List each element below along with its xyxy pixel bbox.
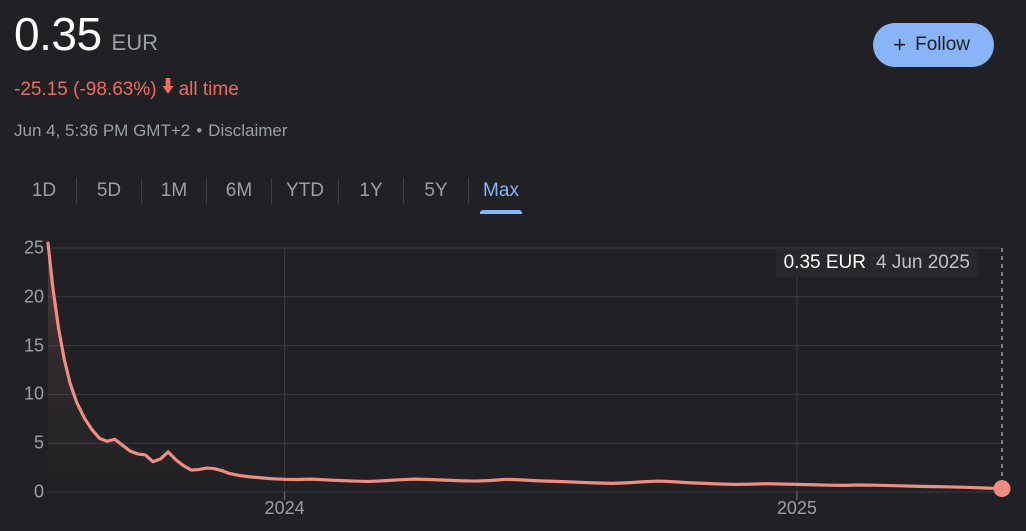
time-range-tabs: 1D 5D 1M 6M YTD 1Y 5Y Max [12, 168, 533, 214]
series-area-fill [48, 243, 1002, 492]
tab-label: Max [483, 180, 519, 201]
tooltip-price: 0.35 EUR [783, 252, 866, 273]
quote-timestamp: Jun 4, 5:36 PM GMT+2 [14, 121, 191, 140]
price-change-row: -25.15 (-98.63%) all time [14, 77, 239, 102]
plus-icon: + [893, 32, 907, 57]
tab-5d[interactable]: 5D [77, 168, 141, 214]
x-axis-tick-label: 2024 [264, 498, 305, 518]
y-axis-tick-label: 25 [23, 237, 44, 258]
tab-divider-wrap [468, 168, 469, 214]
tab-divider-wrap [76, 168, 77, 214]
vertical-gridlines [284, 248, 798, 492]
quote-meta-row: Jun 4, 5:36 PM GMT+2 • Disclaimer [14, 119, 288, 143]
y-axis-tick-label: 5 [33, 432, 44, 453]
tab-max[interactable]: Max [469, 168, 533, 214]
tab-1m[interactable]: 1M [142, 168, 206, 214]
tab-5y[interactable]: 5Y [404, 168, 468, 214]
chart-value-tooltip: 0.35 EUR 4 Jun 2025 [775, 249, 978, 277]
tab-label: YTD [286, 180, 324, 201]
tab-label: 1M [160, 180, 188, 201]
y-axis-tick-label: 0 [33, 481, 44, 502]
tab-divider [141, 178, 142, 204]
tab-divider [338, 178, 339, 204]
x-axis-tick-label: 2025 [776, 498, 817, 518]
tab-active-underline [480, 210, 522, 214]
arrow-down-icon [160, 77, 176, 102]
price-change-period: all time [178, 78, 239, 100]
tab-label: 6M [225, 180, 253, 201]
price-currency: EUR [111, 30, 158, 55]
series-line [46, 241, 1004, 491]
meta-separator: • [196, 121, 203, 140]
tooltip-date: 4 Jun 2025 [875, 252, 970, 273]
marker-dot [993, 480, 1011, 498]
tab-divider [76, 178, 77, 204]
tab-6m[interactable]: 6M [207, 168, 271, 214]
follow-button[interactable]: + Follow [873, 23, 994, 67]
tab-divider-wrap [403, 168, 404, 214]
tab-divider-wrap [338, 168, 339, 214]
tab-1y[interactable]: 1Y [339, 168, 403, 214]
price-value: 0.35 [14, 8, 102, 60]
tab-divider [403, 178, 404, 204]
price-change-amount: -25.15 (-98.63%) [14, 78, 157, 100]
tab-divider-wrap [141, 168, 142, 214]
y-axis-tick-label: 10 [23, 383, 44, 404]
tab-label: 5D [96, 180, 122, 201]
price-chart[interactable]: 0 5 10 15 20 25 2024 2025 0.35 EUR 4 Jun 2025 [0, 228, 1026, 531]
tab-divider [271, 178, 272, 204]
y-axis-tick-label: 20 [23, 286, 44, 307]
disclaimer-link[interactable]: Disclaimer [208, 121, 288, 140]
price-row: 0.35 EUR [14, 6, 158, 62]
tab-label: 1Y [359, 180, 383, 201]
tab-divider-wrap [206, 168, 207, 214]
tab-label: 5Y [424, 180, 448, 201]
tab-ytd[interactable]: YTD [272, 168, 338, 214]
tab-divider [206, 178, 207, 204]
y-axis-tick-label: 15 [23, 335, 44, 356]
tab-label: 1D [31, 180, 57, 201]
horizontal-gridlines [48, 247, 1002, 493]
chart-canvas [46, 241, 1011, 500]
tab-1d[interactable]: 1D [12, 168, 76, 214]
x-axis-tick-marks [283, 492, 798, 500]
y-axis-labels: 0 5 10 15 20 25 [0, 228, 44, 531]
follow-button-label: Follow [915, 34, 970, 55]
tab-divider-wrap [271, 168, 272, 214]
tab-divider [468, 178, 469, 204]
quote-header: 0.35 EUR -25.15 (-98.63%) all time Jun 4… [0, 0, 1026, 160]
